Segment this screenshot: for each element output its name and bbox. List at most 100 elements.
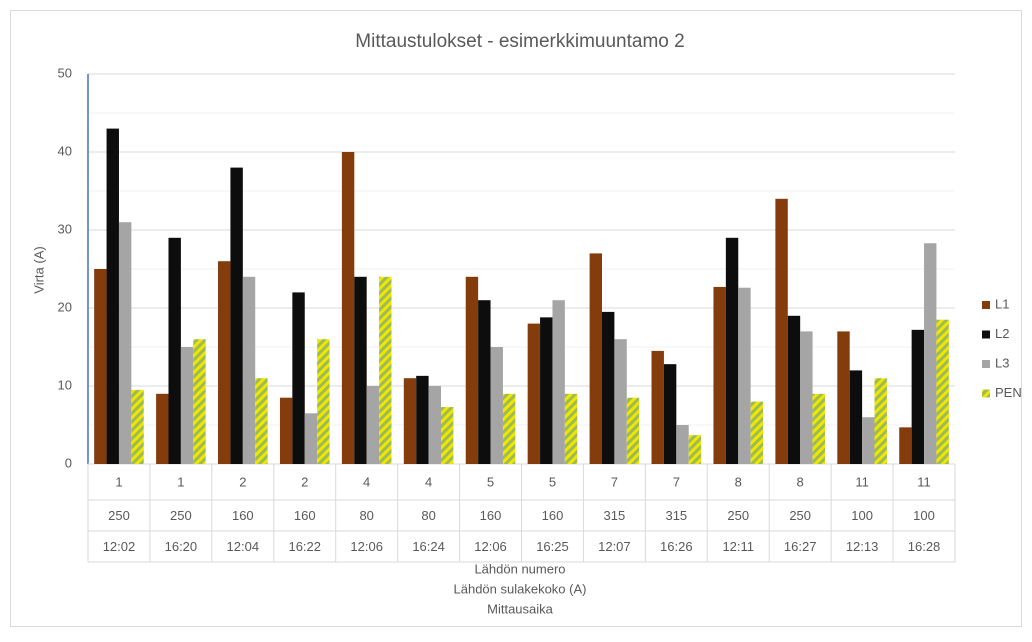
x-tick-label: 12:02	[103, 539, 136, 554]
x-tick-label: 16:28	[908, 539, 941, 554]
x-tick-label: 16:26	[660, 539, 693, 554]
bar	[663, 364, 677, 464]
bar	[403, 378, 417, 464]
x-tick-label: 100	[913, 508, 935, 523]
x-tick-label: 7	[611, 474, 618, 489]
x-tick-label: 250	[789, 508, 811, 523]
bar	[242, 276, 256, 464]
bar	[688, 435, 702, 464]
legend-swatch	[982, 389, 990, 398]
bar	[180, 347, 194, 464]
bar	[193, 339, 206, 464]
y-tick-label: 30	[58, 221, 72, 236]
x-tick-label: 12:04	[227, 539, 260, 554]
bar	[911, 329, 925, 464]
x-tick-label: 80	[421, 508, 435, 523]
y-tick-label: 0	[65, 455, 72, 470]
chart-frame	[10, 10, 1022, 627]
bar	[218, 261, 231, 464]
x-tick-label: 1	[115, 474, 122, 489]
bar	[812, 393, 825, 464]
bar	[738, 287, 751, 464]
bar	[168, 237, 181, 464]
bar	[899, 427, 912, 464]
x-tick-label: 12:06	[350, 539, 383, 554]
bar	[775, 198, 788, 465]
chart-title: Mittaustulokset - esimerkkimuuntamo 2	[355, 31, 684, 52]
bar	[94, 269, 107, 464]
bar	[787, 315, 801, 464]
bar	[490, 347, 503, 464]
bar	[862, 417, 875, 464]
bar	[156, 393, 169, 464]
x-tick-label: 250	[108, 508, 130, 523]
bar	[676, 425, 689, 464]
bar	[354, 276, 367, 464]
bar	[614, 339, 627, 464]
x-axis-title: Lähdön numero	[474, 561, 565, 576]
x-tick-label: 160	[232, 508, 254, 523]
x-tick-label: 16:27	[784, 539, 817, 554]
x-tick-label: 2	[301, 474, 308, 489]
x-tick-label: 1	[177, 474, 184, 489]
legend-swatch	[982, 301, 990, 309]
x-tick-label: 16:22	[288, 539, 321, 554]
x-tick-label: 250	[727, 508, 749, 523]
legend-swatch	[982, 360, 990, 368]
legend-label: PEN	[995, 385, 1022, 400]
bar	[304, 413, 318, 464]
bar	[651, 350, 664, 464]
bar	[106, 128, 119, 464]
x-tick-label: 4	[363, 474, 370, 489]
bar	[564, 393, 578, 464]
x-tick-label: 11	[855, 474, 869, 489]
x-tick-label: 100	[851, 508, 873, 523]
y-axis-title: Virta (A)	[31, 246, 46, 293]
y-tick-label: 10	[58, 377, 72, 392]
x-tick-label: 315	[665, 508, 687, 523]
y-tick-label: 40	[58, 143, 72, 158]
x-axis-title: Mittausaika	[487, 601, 554, 616]
x-tick-label: 8	[797, 474, 804, 489]
bar	[800, 331, 813, 464]
y-tick-label: 50	[58, 65, 72, 80]
bar	[465, 276, 479, 464]
bar	[118, 222, 132, 464]
bar	[317, 339, 330, 464]
x-tick-label: 160	[480, 508, 502, 523]
bar	[713, 286, 726, 464]
x-tick-label: 12:07	[598, 539, 631, 554]
bar	[750, 401, 764, 464]
x-tick-label: 8	[735, 474, 742, 489]
bar	[936, 319, 949, 464]
bar	[626, 397, 640, 464]
x-tick-label: 160	[294, 508, 316, 523]
bar	[366, 386, 380, 464]
x-tick-label: 16:25	[536, 539, 569, 554]
legend-label: L1	[995, 296, 1009, 311]
x-axis-title: Lähdön sulakekoko (A)	[454, 581, 587, 596]
x-tick-label: 12:06	[474, 539, 507, 554]
x-tick-label: 315	[604, 508, 626, 523]
bar	[849, 370, 863, 464]
legend-swatch	[982, 330, 990, 339]
x-tick-label: 12:11	[722, 539, 754, 554]
bar	[527, 323, 541, 464]
bar	[230, 167, 243, 464]
x-tick-label: 5	[487, 474, 494, 489]
x-tick-label: 4	[425, 474, 432, 489]
bar	[131, 389, 144, 464]
x-tick-label: 80	[359, 508, 373, 523]
bar	[478, 300, 491, 464]
bar	[292, 292, 305, 464]
bar	[255, 378, 268, 464]
x-tick-label: 7	[673, 474, 680, 489]
legend-label: L3	[995, 355, 1009, 370]
x-tick-label: 250	[170, 508, 192, 523]
x-tick-label: 2	[239, 474, 246, 489]
bar	[589, 253, 602, 464]
y-tick-label: 20	[58, 299, 72, 314]
x-tick-label: 11	[917, 474, 931, 489]
